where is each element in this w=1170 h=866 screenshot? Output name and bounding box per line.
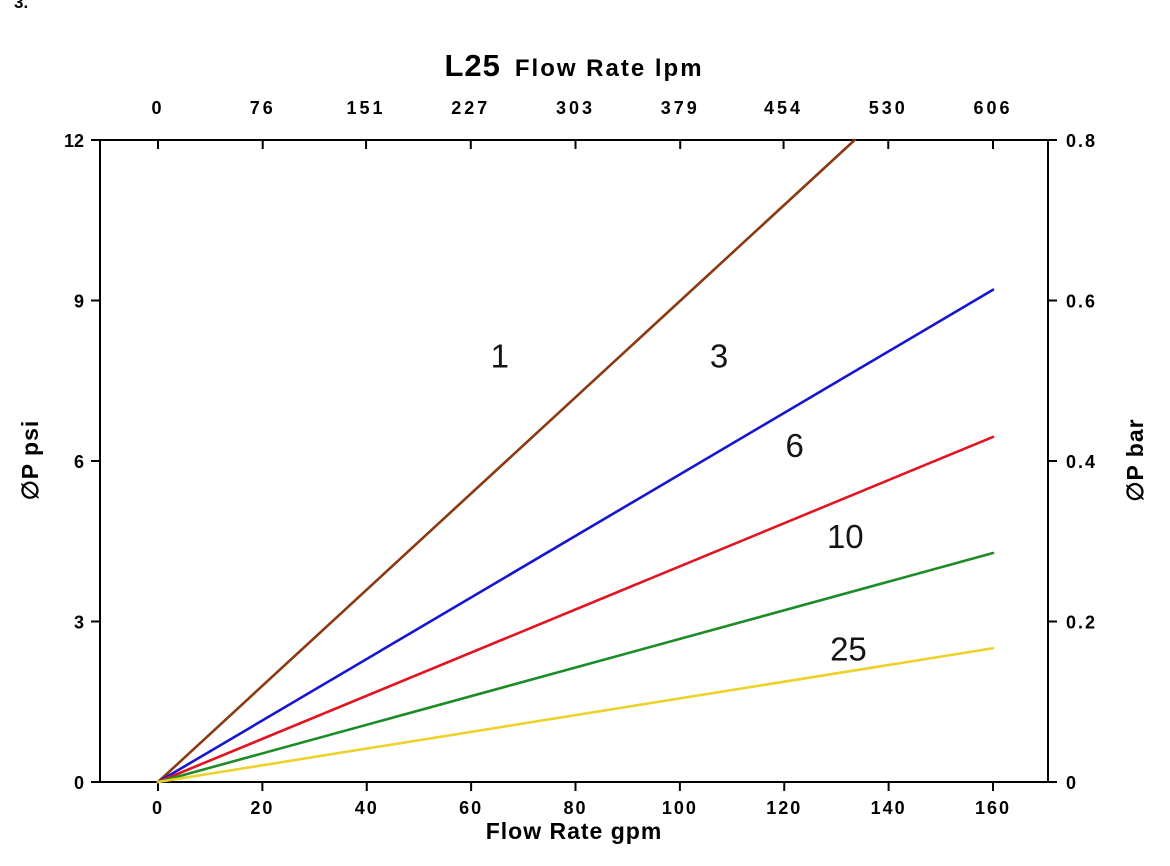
chart-title: L25 Flow Rate lpm <box>100 48 1048 84</box>
top-tick-label: 0 <box>151 98 164 118</box>
top-tick-label: 151 <box>347 98 386 118</box>
bottom-axis-title: Flow Rate gpm <box>485 818 663 844</box>
bottom-tick-label: 0 <box>152 798 164 818</box>
left-tick-label: 0 <box>74 773 84 793</box>
top-tick-label: 379 <box>661 98 700 118</box>
top-tick-label: 530 <box>869 98 908 118</box>
series-line-1 <box>156 138 857 784</box>
series-label-1: 1 <box>491 338 509 375</box>
top-tick-label: 227 <box>451 98 490 118</box>
series-line-6 <box>156 435 995 784</box>
right-tick-label: 0.8 <box>1066 131 1097 151</box>
series-label-6: 6 <box>786 427 804 464</box>
right-tick-label: 0.4 <box>1066 452 1097 472</box>
bottom-tick-label: 40 <box>355 798 379 818</box>
top-tick-label: 303 <box>556 98 595 118</box>
bottom-tick-label: 60 <box>459 798 483 818</box>
bottom-tick-label: 160 <box>975 798 1011 818</box>
left-tick-label: 6 <box>74 452 84 472</box>
right-tick-label: 0.6 <box>1066 292 1097 312</box>
series-line-3 <box>156 288 995 784</box>
bottom-tick-label: 140 <box>871 798 907 818</box>
top-axis-title: Flow Rate lpm <box>514 55 704 82</box>
right-tick-label: 0.2 <box>1066 613 1097 633</box>
right-tick-label: 0 <box>1066 773 1078 793</box>
left-tick-label: 3 <box>74 613 84 633</box>
top-tick-label: 76 <box>250 98 276 118</box>
bottom-tick-label: 80 <box>563 798 587 818</box>
series-line-10 <box>156 551 995 784</box>
top-tick-label: 606 <box>973 98 1012 118</box>
left-tick-label: 9 <box>74 292 84 312</box>
plot-box <box>99 139 1049 783</box>
bottom-tick-label: 20 <box>250 798 274 818</box>
model-label: L25 <box>444 48 501 83</box>
series-label-3: 3 <box>710 338 728 375</box>
series-line-25 <box>156 646 995 784</box>
page-corner-fragment: 3. <box>14 0 29 12</box>
bottom-tick-label: 100 <box>662 798 698 818</box>
series-label-10: 10 <box>827 518 864 555</box>
left-tick-label: 12 <box>64 131 84 151</box>
top-tick-label: 454 <box>764 98 803 118</box>
series-label-25: 25 <box>830 630 867 667</box>
bottom-tick-label: 120 <box>766 798 802 818</box>
